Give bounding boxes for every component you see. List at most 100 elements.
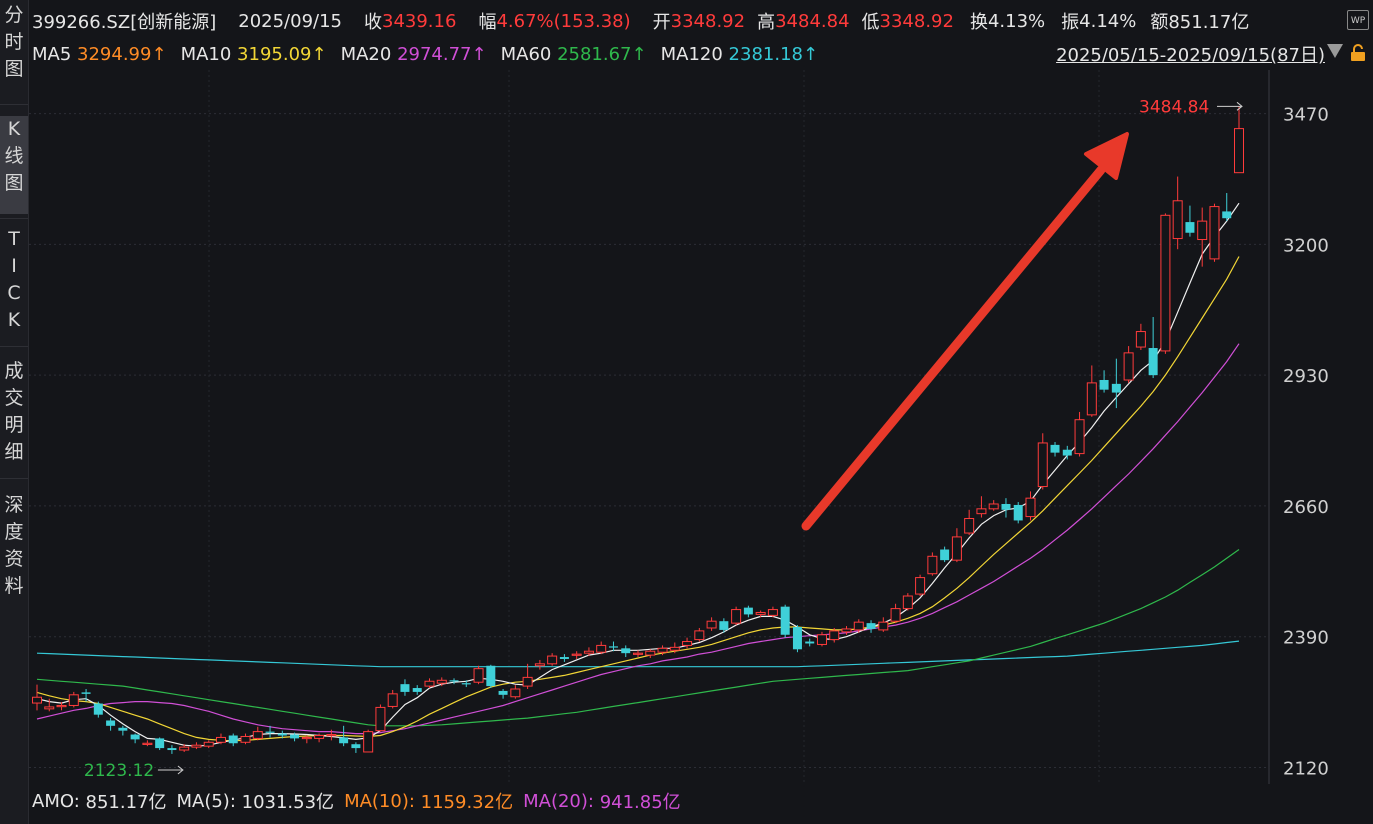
candle-body-up xyxy=(767,609,778,616)
trend-arrow-shaft xyxy=(801,165,1106,531)
ma120-value: 2381.18↑ xyxy=(728,43,819,65)
amount-value: 851.17亿 xyxy=(1168,12,1250,33)
change-label: 幅 xyxy=(478,12,497,33)
amplitude-label: 振 xyxy=(1061,12,1080,33)
candle-body-up xyxy=(915,577,926,595)
candle-body-up xyxy=(988,503,999,510)
ma10-value: 3195.09↑ xyxy=(237,43,327,65)
tab-char: 交 xyxy=(4,387,24,409)
candle-body-down xyxy=(780,606,790,635)
candle-body-up xyxy=(534,663,545,667)
candle-body-up xyxy=(179,746,190,751)
candle-body-up xyxy=(32,696,42,704)
candle-body-down xyxy=(265,731,275,733)
candle-body-up xyxy=(1209,206,1220,260)
ma60-line xyxy=(36,549,1240,727)
candle-body-up xyxy=(44,706,55,710)
candle-body-down xyxy=(1099,379,1109,390)
high-label: 高 xyxy=(757,12,776,33)
tab-divider xyxy=(0,104,28,105)
amo-ma10-value: 1159.32亿 xyxy=(420,792,514,813)
tab-deep-info[interactable]: 深度资料 xyxy=(0,492,28,604)
amplitude-value: 4.14% xyxy=(1079,10,1137,32)
candle-body-up xyxy=(1172,200,1183,240)
tab-timeshare[interactable]: 分时图 xyxy=(0,2,28,100)
candle-body-down xyxy=(81,692,91,694)
candle-body-up xyxy=(927,555,938,575)
candle-body-down xyxy=(277,733,287,736)
y-tick-label: 2120 xyxy=(1283,758,1329,779)
ma60-value: 2581.67↑ xyxy=(557,43,647,65)
candle-body-up xyxy=(596,644,607,653)
candle-body-down xyxy=(228,735,238,744)
candle-body-up xyxy=(191,744,202,748)
candle-body-up xyxy=(694,630,705,641)
lock-icon[interactable] xyxy=(1349,44,1367,62)
ma20-line xyxy=(36,343,1240,735)
candle-body-down xyxy=(1050,444,1060,453)
y-tick-label: 2930 xyxy=(1283,366,1329,387)
amo-ma5-label: MA(5): xyxy=(176,790,236,812)
tab-trade-detail[interactable]: 成交明细 xyxy=(0,358,28,470)
amo-ma5-value: 1031.53亿 xyxy=(241,792,335,813)
candle-body-up xyxy=(522,676,533,687)
candle-body-up xyxy=(1135,331,1146,348)
candle-body-up xyxy=(436,679,447,684)
y-tick-label: 3470 xyxy=(1283,105,1329,126)
tab-divider xyxy=(0,218,28,219)
candle-body-up xyxy=(215,736,226,743)
ma5-label: MA5 xyxy=(32,43,72,65)
dropdown-triangle-icon[interactable] xyxy=(1327,44,1343,58)
candle-body-down xyxy=(351,744,361,749)
candle-body-up xyxy=(1074,419,1085,455)
tab-char: K xyxy=(7,309,21,331)
tab-char: 图 xyxy=(4,58,24,80)
candle-body-up xyxy=(829,630,840,641)
candle-body-down xyxy=(106,720,116,726)
candle-body-up xyxy=(669,646,680,651)
max-marker-arrow xyxy=(1236,101,1243,111)
amo-ma20-value: 941.85亿 xyxy=(599,792,681,813)
change-value: 4.67%(153.38) xyxy=(496,10,631,32)
candle-body-down xyxy=(743,607,753,615)
ma5-value: 3294.99↑ xyxy=(77,43,167,65)
quote-header: 399266.SZ[创新能源] 2025/09/15 收 3439.16 幅 4… xyxy=(32,7,1249,35)
candle-body-up xyxy=(1234,128,1244,174)
candle-body-up xyxy=(816,634,827,645)
candle-body-down xyxy=(866,623,876,629)
tab-char: K xyxy=(7,118,21,140)
candle-body-up xyxy=(1123,352,1134,381)
candle-body-down xyxy=(167,748,177,751)
candle-body-down xyxy=(130,734,140,740)
candle-body-down xyxy=(1148,348,1158,376)
candle-body-up xyxy=(1197,220,1208,241)
candle-body-up xyxy=(657,647,668,653)
candle-body-up xyxy=(682,641,693,646)
date-range-selector[interactable]: 2025/05/15-2025/09/15(87日) xyxy=(1056,45,1325,66)
candle-body-down xyxy=(1111,383,1121,393)
candle-body-down xyxy=(621,648,631,654)
kline-chart[interactable]: 2120 2390 2660 2930 3200 3470 3484.84 2123.12 xyxy=(29,70,1373,784)
candle-body-down xyxy=(498,690,508,695)
wp-icon[interactable]: WP xyxy=(1347,10,1369,30)
candle-body-down xyxy=(1013,504,1023,521)
ma120-label: MA120 xyxy=(660,43,723,65)
candle-body-up xyxy=(878,621,889,631)
ma20-value: 2974.77↑ xyxy=(397,43,487,65)
amo-ma20-label: MA(20): xyxy=(523,790,594,812)
candle-body-up xyxy=(583,650,594,654)
date-label: 2025/09/15 xyxy=(238,10,342,32)
tab-char: 料 xyxy=(4,575,24,597)
candle-body-up xyxy=(1037,442,1048,488)
candle-body-down xyxy=(118,727,128,731)
open-value: 3348.92 xyxy=(670,10,746,32)
tab-char: T xyxy=(8,228,20,250)
amo-ma10-label: MA(10): xyxy=(344,790,415,812)
turnover-value: 4.13% xyxy=(987,10,1046,32)
candle-body-up xyxy=(56,704,67,708)
candle-body-up xyxy=(1086,382,1097,416)
candle-body-up xyxy=(387,693,398,707)
tab-char: 分 xyxy=(4,4,24,26)
